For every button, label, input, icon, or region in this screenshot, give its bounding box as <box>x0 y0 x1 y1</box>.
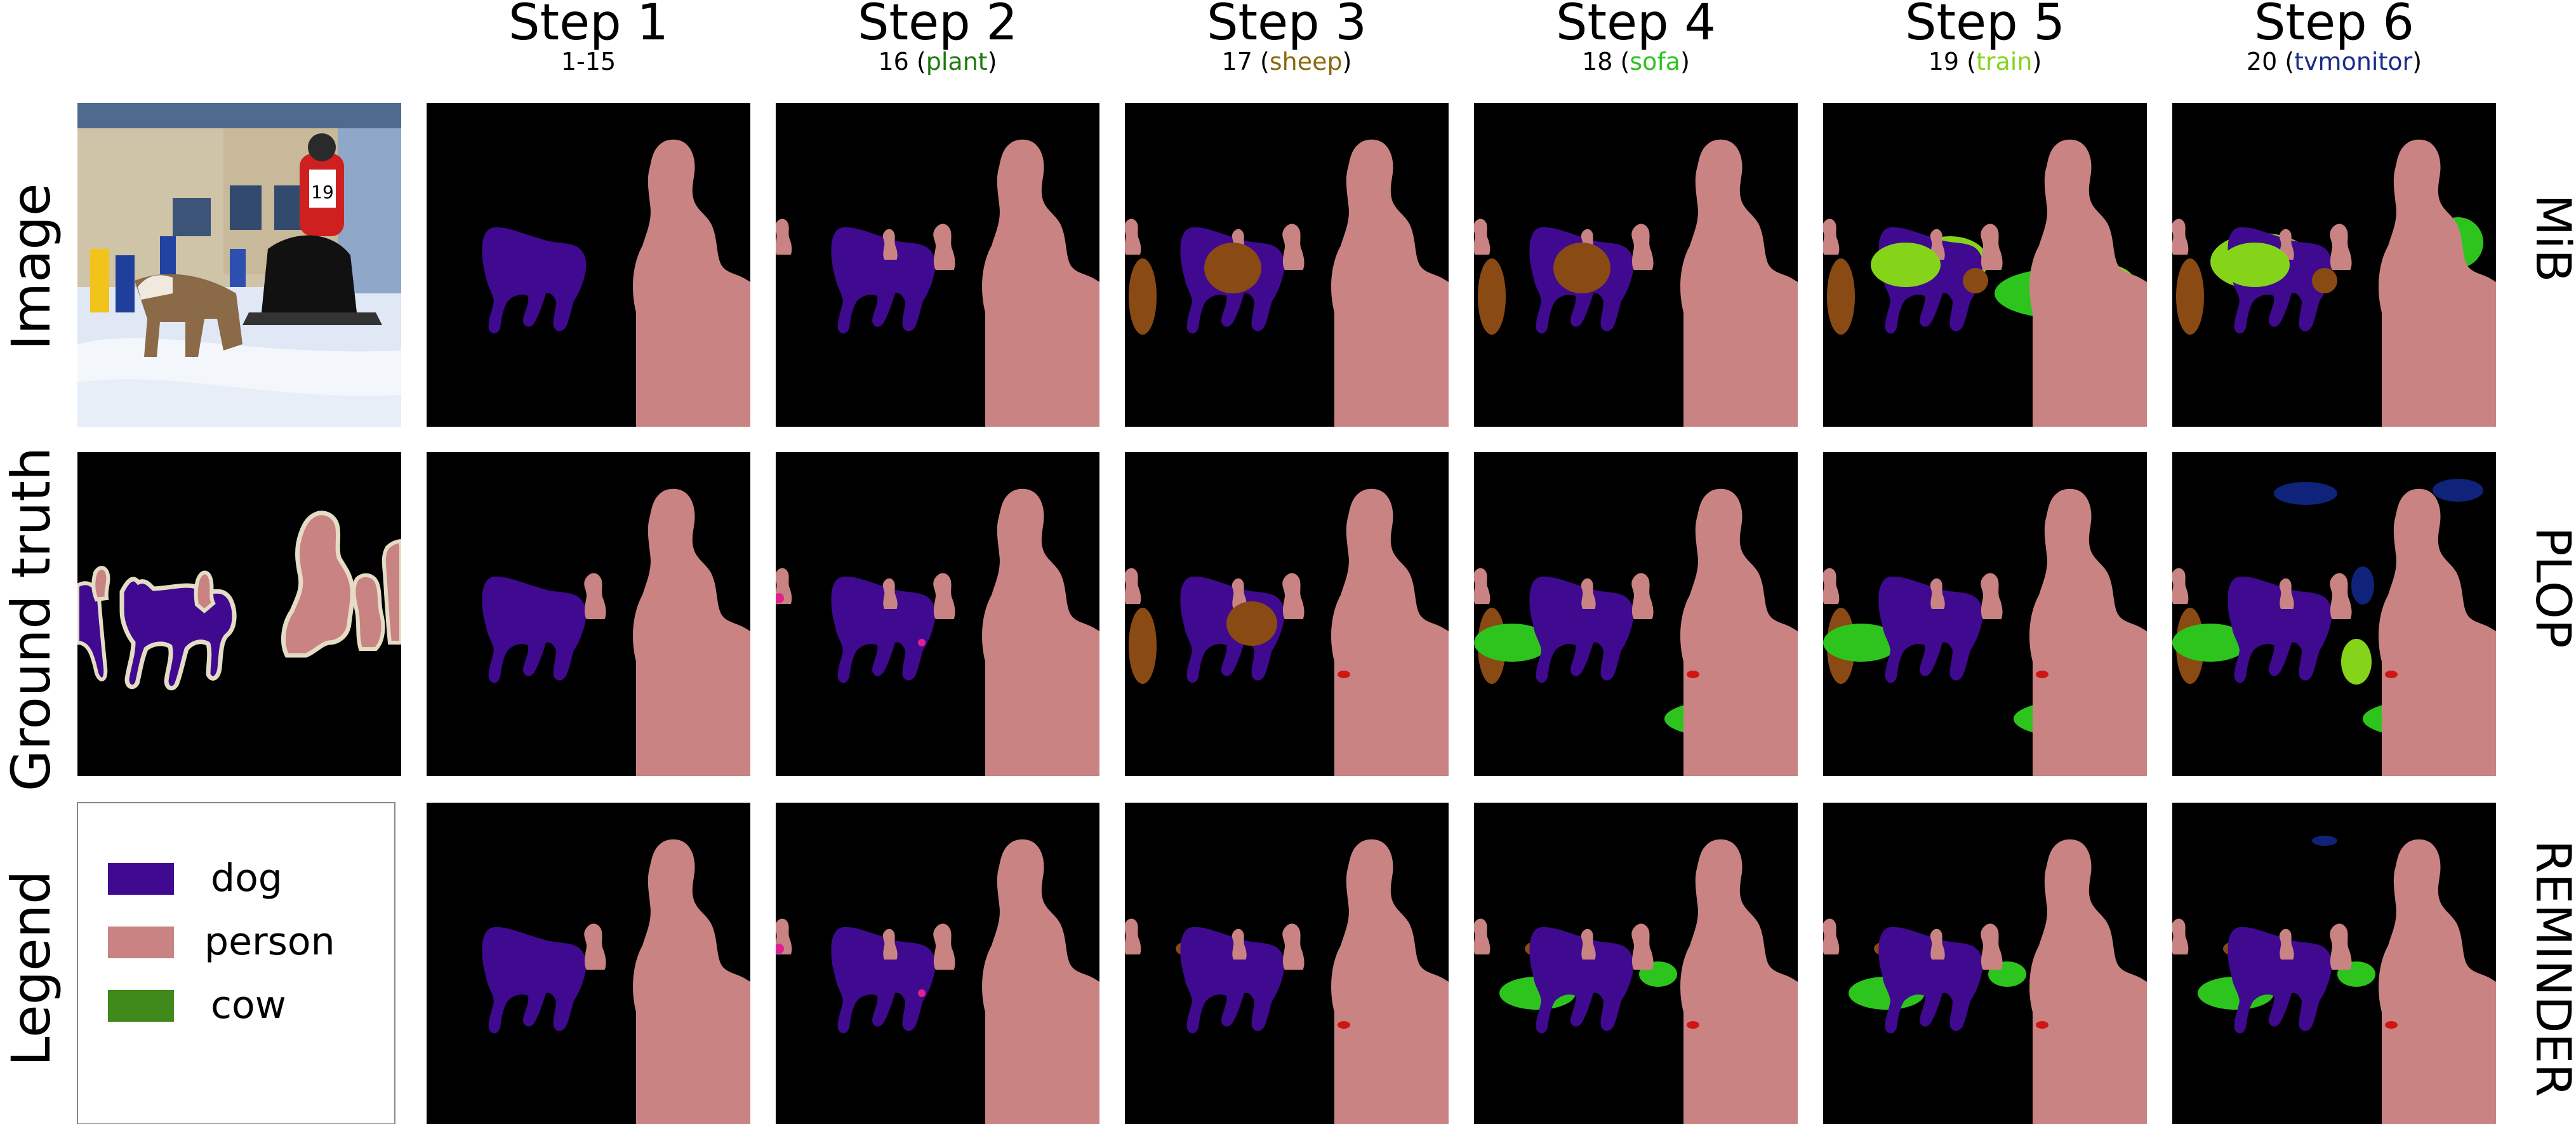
sheep-segment <box>1963 268 1988 293</box>
magenta-segment <box>918 639 926 646</box>
step-title: Step 4 <box>1556 0 1716 51</box>
sheep-segment <box>1478 258 1506 335</box>
step-new-class: sofa <box>1630 48 1680 76</box>
step-class-index: 18 ( <box>1582 48 1630 76</box>
sofa-segment <box>2172 624 2248 662</box>
red-segment <box>2036 671 2048 678</box>
prediction-mib-step-5 <box>1823 103 2147 427</box>
step-classes: 18 (sofa) <box>1582 48 1690 76</box>
step-new-class: plant <box>926 48 988 76</box>
row-label-ground-truth: Ground truth <box>0 447 62 792</box>
sheep-segment <box>2312 268 2337 293</box>
prediction-reminder-step-5 <box>1823 803 2147 1124</box>
step-classes: 19 (train) <box>1929 48 2042 76</box>
tvmonitor-segment <box>2274 482 2337 505</box>
red-segment <box>1338 1021 1350 1029</box>
sheep-segment <box>1226 601 1277 646</box>
method-label-reminder: REMINDER <box>2525 840 2576 1097</box>
step-class-index: 16 ( <box>878 48 926 76</box>
step-classes: 17 (sheep) <box>1222 48 1352 76</box>
tvmonitor-segment <box>2433 479 2483 502</box>
row-label-image: Image <box>0 183 62 350</box>
method-label-plop: PLOP <box>2525 526 2576 648</box>
magenta-segment <box>776 944 784 954</box>
prediction-plop-step-6 <box>2172 452 2496 776</box>
step-class-index: 17 ( <box>1222 48 1270 76</box>
step-class-index: 20 ( <box>2247 48 2294 76</box>
tvmonitor-segment <box>2351 566 2374 605</box>
prediction-reminder-step-3 <box>1125 803 1449 1124</box>
sheep-segment <box>1129 608 1157 684</box>
prediction-mib-step-4 <box>1474 103 1798 427</box>
legend-swatch-dog <box>108 863 174 895</box>
segmentation-grid <box>427 103 2496 1124</box>
step-new-class: train <box>1976 48 2032 76</box>
step-classes: 16 (plant) <box>878 48 997 76</box>
sofa-segment <box>1474 624 1550 662</box>
sheep-segment <box>1553 243 1610 293</box>
train-segment <box>1871 243 1941 287</box>
prediction-reminder-step-4 <box>1474 803 1798 1124</box>
svg-text:19: 19 <box>311 182 334 203</box>
ground-truth-mask <box>77 452 401 776</box>
red-segment <box>1687 1021 1699 1029</box>
red-segment <box>1687 671 1699 678</box>
step-class-index: 19 ( <box>1929 48 1976 76</box>
tvmonitor-segment <box>2312 836 2337 846</box>
step-headers: Step 11-15 Step 216 (plant) Step 317 (shee… <box>508 0 2422 76</box>
method-label-mib: MiB <box>2525 194 2576 283</box>
step-title: Step 3 <box>1207 0 1367 51</box>
legend-swatch-cow <box>108 990 174 1022</box>
prediction-reminder-step-6 <box>2172 803 2496 1124</box>
step-classes: 1-15 <box>561 48 616 76</box>
prediction-plop-step-4 <box>1474 452 1798 776</box>
step-new-class: tvmonitor <box>2294 48 2412 76</box>
sofa-segment <box>1823 624 1899 662</box>
prediction-mib-step-2 <box>776 103 1099 427</box>
sheep-segment <box>1827 258 1855 335</box>
magenta-segment <box>918 989 926 997</box>
sheep-segment <box>2176 258 2204 335</box>
legend-box: dog person cow <box>77 802 395 1124</box>
sheep-segment <box>1204 243 1261 293</box>
prediction-reminder-step-1 <box>427 803 750 1124</box>
prediction-plop-step-5 <box>1823 452 2147 776</box>
row-label-legend: Legend <box>0 871 62 1067</box>
legend-label-cow: cow <box>211 983 286 1027</box>
step-title: Step 5 <box>1905 0 2065 51</box>
train-segment <box>2220 243 2290 287</box>
prediction-mib-step-1 <box>427 103 750 427</box>
red-segment <box>2385 1021 2398 1029</box>
step-title: Step 6 <box>2254 0 2414 51</box>
red-segment <box>2036 1021 2048 1029</box>
magenta-segment <box>776 593 784 603</box>
red-segment <box>2385 671 2398 678</box>
train-segment <box>2341 639 2372 685</box>
legend-label-dog: dog <box>211 856 282 900</box>
step-new-class: sheep <box>1270 48 1343 76</box>
prediction-mib-step-6 <box>2172 103 2496 427</box>
prediction-mib-step-3 <box>1125 103 1449 427</box>
step-title: Step 2 <box>858 0 1018 51</box>
prediction-plop-step-1 <box>427 452 750 776</box>
sheep-segment <box>1129 258 1157 335</box>
input-image: 19 <box>77 103 401 427</box>
step-classes: 20 (tvmonitor) <box>2247 48 2422 76</box>
legend-swatch-person <box>108 927 174 958</box>
prediction-plop-step-3 <box>1125 452 1449 776</box>
step-title: Step 1 <box>508 0 668 51</box>
red-segment <box>1338 671 1350 678</box>
step-class-index: 1-15 <box>561 48 616 76</box>
prediction-plop-step-2 <box>776 452 1099 776</box>
legend-label-person: person <box>204 920 335 964</box>
prediction-reminder-step-2 <box>776 803 1099 1124</box>
